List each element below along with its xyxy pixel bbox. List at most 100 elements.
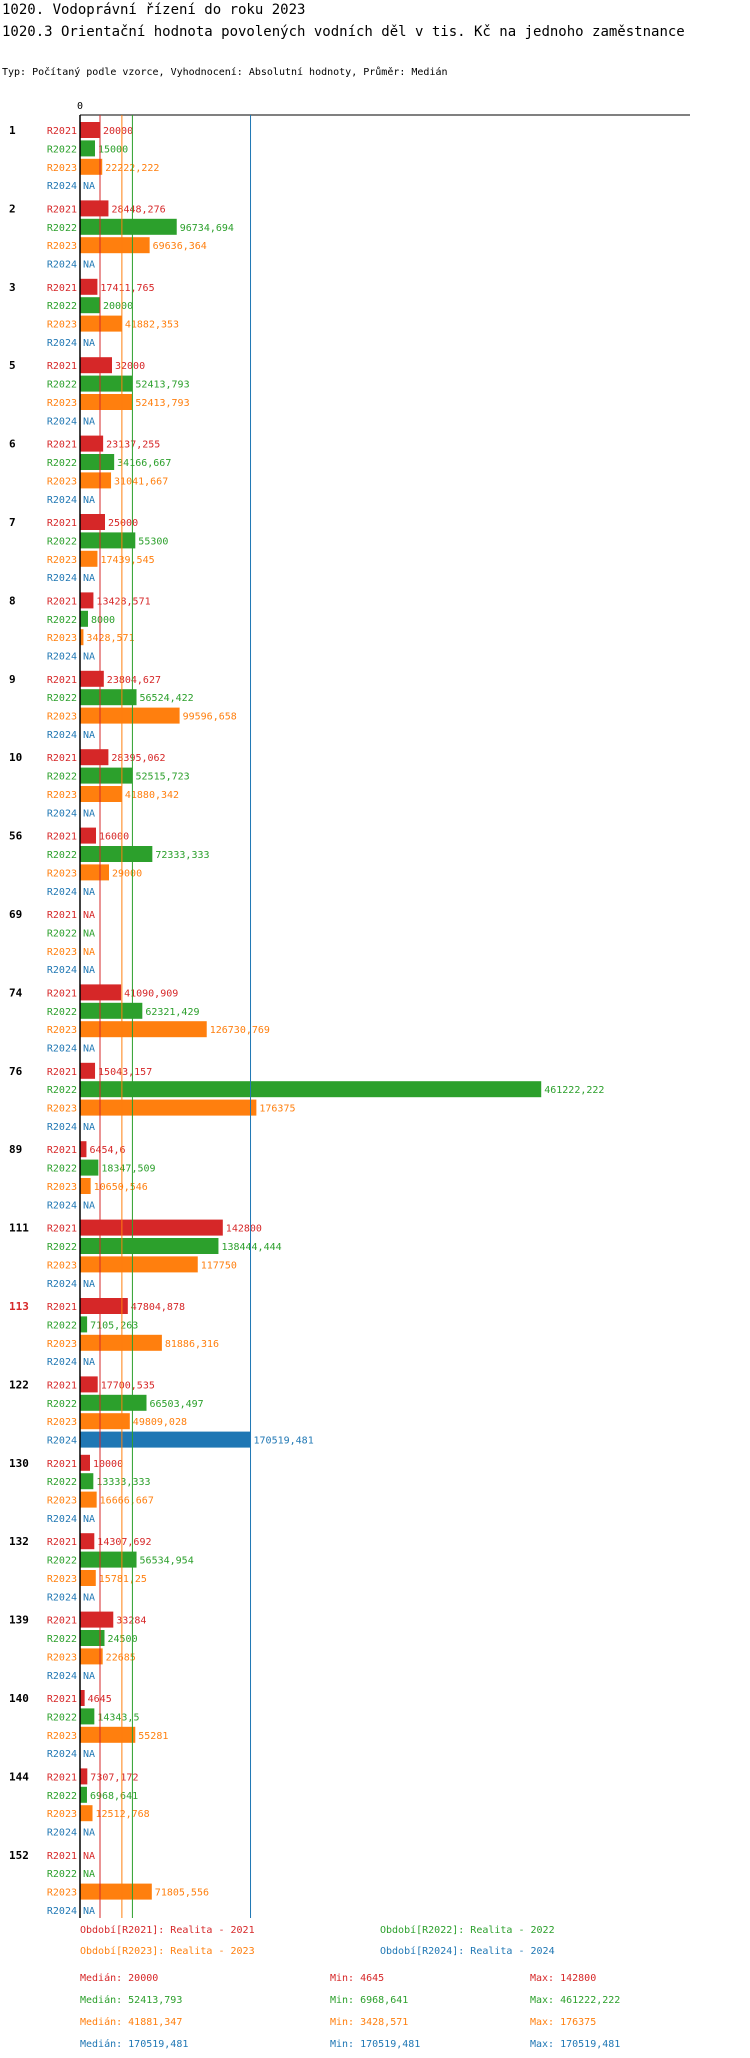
bar-76-R2023 (80, 1099, 257, 1116)
data-label-6-R2022: 34166,667 (117, 458, 171, 469)
bar-2-R2021 (80, 200, 109, 217)
bar-130-R2023 (80, 1491, 97, 1508)
bar-1-R2023 (80, 158, 103, 175)
series-label-8-R2022: R2022 (47, 615, 77, 626)
series-label-111-R2022: R2022 (47, 1242, 77, 1253)
series-label-76-R2024: R2024 (47, 1122, 77, 1133)
bar-130-R2021 (80, 1454, 90, 1471)
category-label-89: 89 (9, 1143, 22, 1156)
data-label-139-R2021: 33284 (116, 1616, 146, 1627)
stat-median-r2021: Medián: 20000 (80, 1973, 159, 1984)
series-label-3-R2021: R2021 (47, 283, 77, 294)
series-label-152-R2021: R2021 (47, 1851, 77, 1862)
series-label-152-R2022: R2022 (47, 1869, 77, 1880)
category-label-144: 144 (9, 1770, 29, 1783)
data-label-144-R2021: 7307,172 (90, 1772, 138, 1783)
bar-56-R2021 (80, 827, 96, 844)
series-label-7-R2021: R2021 (47, 518, 77, 529)
bar-9-R2021 (80, 670, 104, 687)
data-label-3-R2024: NA (83, 338, 95, 349)
series-label-69-R2023: R2023 (47, 947, 77, 958)
series-label-89-R2021: R2021 (47, 1145, 77, 1156)
data-label-89-R2023: 10650,546 (94, 1182, 148, 1193)
series-label-130-R2022: R2022 (47, 1477, 77, 1488)
series-label-139-R2021: R2021 (47, 1616, 77, 1627)
data-label-69-R2022: NA (83, 928, 95, 939)
series-label-132-R2021: R2021 (47, 1537, 77, 1548)
data-label-1-R2022: 15000 (98, 144, 128, 155)
x-tick-label-0: 0 (77, 101, 83, 112)
stat-max-r2023: Max: 176375 (530, 2017, 597, 2028)
series-label-89-R2023: R2023 (47, 1182, 77, 1193)
stat-min-r2022: Min: 6968,641 (330, 1995, 409, 2006)
series-label-144-R2021: R2021 (47, 1772, 77, 1783)
bar-140-R2023 (80, 1726, 136, 1743)
category-label-56: 56 (9, 830, 23, 843)
stat-max-r2022: Max: 461222,222 (530, 1995, 621, 2006)
data-label-139-R2023: 22685 (106, 1652, 136, 1663)
data-label-5-R2023: 52413,793 (135, 398, 189, 409)
bar-5-R2023 (80, 394, 133, 410)
category-label-139: 139 (9, 1614, 29, 1627)
bar-76-R2022 (80, 1081, 542, 1098)
data-label-130-R2024: NA (83, 1514, 95, 1525)
series-label-152-R2023: R2023 (47, 1888, 77, 1899)
data-label-5-R2022: 52413,793 (135, 380, 189, 391)
series-label-140-R2024: R2024 (47, 1749, 77, 1760)
series-label-76-R2022: R2022 (47, 1085, 77, 1096)
category-label-76: 76 (9, 1065, 23, 1078)
category-label-111: 111 (9, 1222, 29, 1235)
series-label-6-R2022: R2022 (47, 458, 77, 469)
series-label-5-R2022: R2022 (47, 380, 77, 391)
series-label-139-R2024: R2024 (47, 1671, 77, 1682)
series-label-7-R2023: R2023 (47, 555, 77, 566)
data-label-139-R2024: NA (83, 1671, 95, 1682)
bar-9-R2023 (80, 707, 180, 724)
series-label-74-R2021: R2021 (47, 988, 77, 999)
bar-6-R2023 (80, 472, 112, 489)
bar-139-R2021 (80, 1611, 114, 1628)
bar-89-R2023 (80, 1178, 91, 1194)
stat-min-r2023: Min: 3428,571 (330, 2017, 409, 2028)
data-label-9-R2024: NA (83, 730, 95, 741)
data-label-113-R2023: 81886,316 (165, 1339, 219, 1350)
data-label-10-R2022: 52515,723 (136, 772, 190, 783)
bar-132-R2022 (80, 1551, 137, 1568)
series-label-2-R2023: R2023 (47, 241, 77, 252)
category-label-1: 1 (9, 124, 16, 137)
data-label-10-R2021: 28395,062 (111, 753, 165, 764)
data-label-2-R2024: NA (83, 260, 95, 271)
data-label-10-R2023: 41880,342 (125, 790, 179, 801)
data-label-74-R2021: 41090,909 (124, 988, 178, 999)
series-label-56-R2024: R2024 (47, 887, 77, 898)
series-label-69-R2024: R2024 (47, 965, 77, 976)
bar-74-R2023 (80, 1021, 207, 1038)
series-label-7-R2024: R2024 (47, 573, 77, 584)
bar-8-R2023 (80, 629, 84, 646)
data-label-7-R2023: 17439,545 (100, 555, 154, 566)
series-label-139-R2023: R2023 (47, 1652, 77, 1663)
category-label-130: 130 (9, 1457, 29, 1470)
category-label-152: 152 (9, 1849, 29, 1862)
bar-76-R2021 (80, 1062, 96, 1079)
series-label-89-R2022: R2022 (47, 1164, 77, 1175)
series-label-5-R2023: R2023 (47, 398, 77, 409)
category-label-74: 74 (9, 986, 23, 999)
data-label-111-R2024: NA (83, 1279, 95, 1290)
series-label-10-R2023: R2023 (47, 790, 77, 801)
data-label-113-R2021: 47804,878 (131, 1302, 185, 1313)
series-label-144-R2022: R2022 (47, 1791, 77, 1802)
data-label-144-R2023: 12512,768 (96, 1809, 150, 1820)
category-label-132: 132 (9, 1535, 29, 1548)
data-label-3-R2021: 17411,765 (100, 283, 154, 294)
bar-74-R2022 (80, 1002, 143, 1019)
bar-144-R2023 (80, 1805, 93, 1822)
data-label-152-R2022: NA (83, 1869, 95, 1880)
series-label-3-R2023: R2023 (47, 320, 77, 331)
series-label-144-R2023: R2023 (47, 1809, 77, 1820)
data-label-69-R2021: NA (83, 910, 95, 921)
data-label-130-R2021: 10000 (93, 1459, 123, 1470)
series-label-7-R2022: R2022 (47, 536, 77, 547)
bar-130-R2022 (80, 1473, 94, 1490)
